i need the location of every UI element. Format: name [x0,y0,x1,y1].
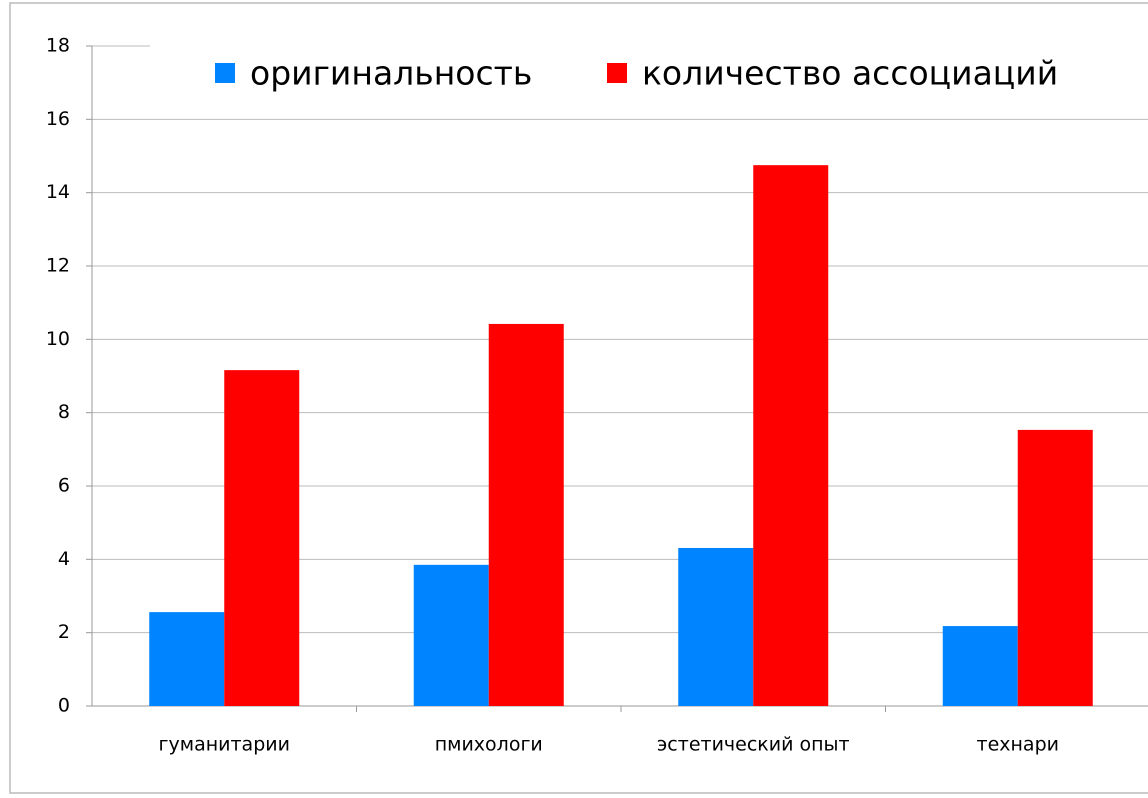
bar [678,547,754,706]
bar [753,165,829,706]
x-tick-label: гуманитарии [159,734,290,756]
bar [488,323,564,706]
y-tick-label: 10 [46,328,70,350]
y-tick-label: 4 [58,548,70,570]
bar [942,626,1018,706]
legend-swatch [607,63,627,83]
bar [149,612,225,706]
bar [224,370,300,706]
legend-label: оригинальность [250,54,532,93]
x-tick-label: эстетический опыт [657,734,850,756]
y-tick-label: 14 [46,181,70,203]
y-tick-label: 2 [58,621,70,643]
legend-swatch [215,63,235,83]
bar [1017,429,1093,706]
y-tick-label: 6 [58,475,70,497]
y-tick-label: 12 [46,255,70,277]
bar [413,564,489,706]
y-tick-label: 8 [58,401,70,423]
x-tick-label: технари [977,734,1059,756]
legend-label: количество ассоциаций [642,54,1058,93]
legend-background [150,40,1148,110]
x-tick-label: пмихологи [435,734,543,756]
y-tick-label: 18 [46,35,70,57]
y-tick-label: 16 [46,108,70,130]
y-tick-label: 0 [58,695,70,717]
